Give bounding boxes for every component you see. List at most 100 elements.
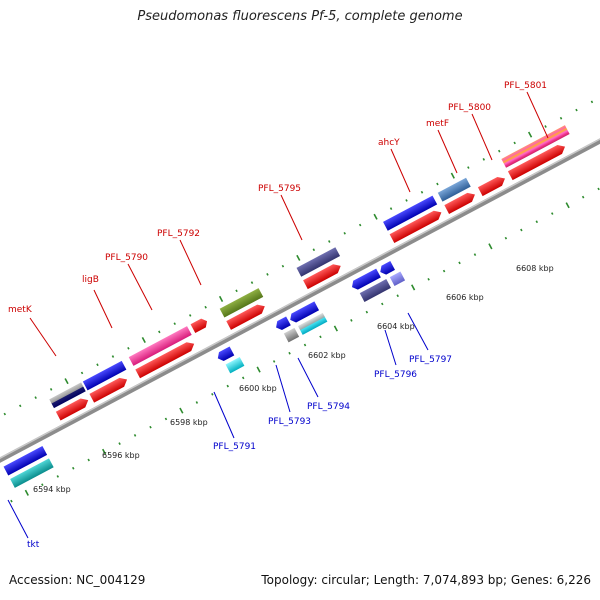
feature-pfl5795-gene: [296, 247, 341, 277]
tick-mark: [218, 295, 224, 302]
reverse-features: [3, 261, 406, 488]
feature-pfl5794-gene: [297, 312, 328, 335]
kbp-label: 6604 kbp: [377, 322, 415, 331]
feature-tkt-gene: [3, 446, 48, 476]
feature-pfl5792-cds: [226, 304, 265, 330]
tick-mark: [590, 100, 594, 104]
tick-mark: [565, 202, 570, 209]
gene-label-metf: metF: [426, 119, 449, 129]
tick-mark: [3, 412, 7, 416]
tick-mark: [149, 425, 152, 429]
tick-mark: [411, 284, 416, 291]
tick-mark: [80, 371, 84, 375]
tick-mark: [333, 325, 338, 332]
feature-pfl5794-cds: [290, 301, 320, 323]
kbp-label: 6598 kbp: [170, 418, 208, 427]
tick-mark: [41, 483, 44, 487]
feature-ahcy-gene: [383, 195, 438, 231]
tick-mark: [179, 407, 184, 414]
feature-ligb-gene: [128, 326, 192, 366]
feature-pfl5800-cds: [477, 176, 505, 197]
reverse-ticks: [10, 187, 600, 503]
tick-mark: [235, 289, 238, 293]
reverse-gene-labels: tkt PFL_5791 PFL_5793 PFL_5794 PFL_5796 …: [7, 312, 452, 550]
feature-metf-cds: [444, 192, 475, 214]
feature-metk-gene: [82, 360, 127, 391]
genome-backbone: [0, 101, 600, 500]
feature-pfl5791-cds: [217, 346, 235, 361]
tick-mark: [535, 220, 539, 224]
tick-mark: [343, 231, 346, 235]
tick-mark: [87, 458, 90, 462]
tick-mark: [272, 360, 276, 363]
tick-mark: [250, 281, 254, 284]
tick-mark: [319, 335, 322, 339]
tick-mark: [188, 314, 192, 317]
tick-mark: [296, 254, 301, 261]
tick-mark: [442, 269, 446, 273]
tick-mark: [72, 466, 75, 470]
tick-mark: [581, 195, 585, 199]
tick-mark: [513, 141, 516, 145]
forward-features: [49, 125, 570, 421]
tick-mark: [10, 499, 13, 503]
gene-label-ahcy: ahcY: [378, 138, 400, 148]
tick-mark: [173, 322, 176, 326]
tick-mark: [19, 404, 22, 408]
feature-metk-cds2: [89, 377, 128, 403]
gene-label-pfl5801: PFL_5801: [504, 81, 547, 91]
kbp-labels: 6594 kbp 6596 kbp 6598 kbp 6600 kbp 6602…: [33, 264, 554, 494]
feature-ligb-cds: [135, 342, 195, 379]
kbp-label: 6600 kbp: [239, 384, 277, 393]
feature-pfl5795-cds: [303, 264, 341, 290]
tick-mark: [575, 108, 578, 112]
gene-label-pfl5796: PFL_5796: [374, 370, 417, 380]
tick-mark: [559, 116, 563, 120]
tick-mark: [204, 305, 207, 309]
gene-label-pfl5797: PFL_5797: [409, 355, 452, 365]
tick-mark: [520, 228, 523, 232]
map-title: Pseudomonas fluorescens Pf-5, complete g…: [137, 9, 463, 24]
tick-mark: [498, 149, 501, 153]
tick-mark: [281, 264, 285, 268]
feature-pfl5801-gene: [501, 125, 570, 168]
forward-ticks: [3, 100, 594, 416]
tick-mark: [420, 190, 424, 194]
tick-mark: [597, 187, 600, 191]
gene-label-pfl5793: PFL_5793: [268, 417, 311, 427]
tick-mark: [226, 384, 229, 388]
tick-mark: [405, 199, 408, 202]
feature-pfl5793-cds: [276, 316, 291, 330]
tick-mark: [488, 243, 493, 250]
tick-mark: [49, 388, 53, 391]
gene-label-pfl5792: PFL_5792: [157, 229, 200, 239]
tick-mark: [127, 346, 130, 350]
kbp-label: 6594 kbp: [33, 485, 71, 494]
tick-mark: [458, 261, 461, 265]
feature-pfl5796-gene: [359, 279, 391, 302]
accession-text: Accession: NC_004129: [9, 573, 146, 587]
tick-mark: [211, 392, 214, 396]
feature-pfl5801-cds: [507, 145, 566, 181]
feature-pfl5793-gene: [283, 327, 300, 343]
gene-label-pfl5800: PFL_5800: [448, 103, 491, 113]
gene-label-pfl5794: PFL_5794: [307, 402, 350, 412]
tick-mark: [365, 310, 369, 314]
kbp-label: 6606 kbp: [446, 293, 484, 302]
tick-mark: [56, 475, 60, 478]
tick-mark: [24, 489, 29, 496]
gene-label-pfl5791: PFL_5791: [213, 442, 256, 452]
tick-mark: [266, 273, 269, 276]
feature-pfl5797-cds: [380, 261, 395, 275]
tick-mark: [482, 158, 486, 161]
tick-mark: [527, 131, 533, 138]
tick-mark: [303, 343, 307, 347]
tick-mark: [467, 166, 470, 169]
feature-metf-gene: [437, 177, 471, 202]
feature-pfl5790-cds: [190, 318, 208, 334]
tick-mark: [195, 401, 199, 404]
gene-label-pfl5795: PFL_5795: [258, 184, 301, 194]
kbp-label: 6608 kbp: [516, 264, 554, 273]
tick-mark: [328, 240, 331, 243]
